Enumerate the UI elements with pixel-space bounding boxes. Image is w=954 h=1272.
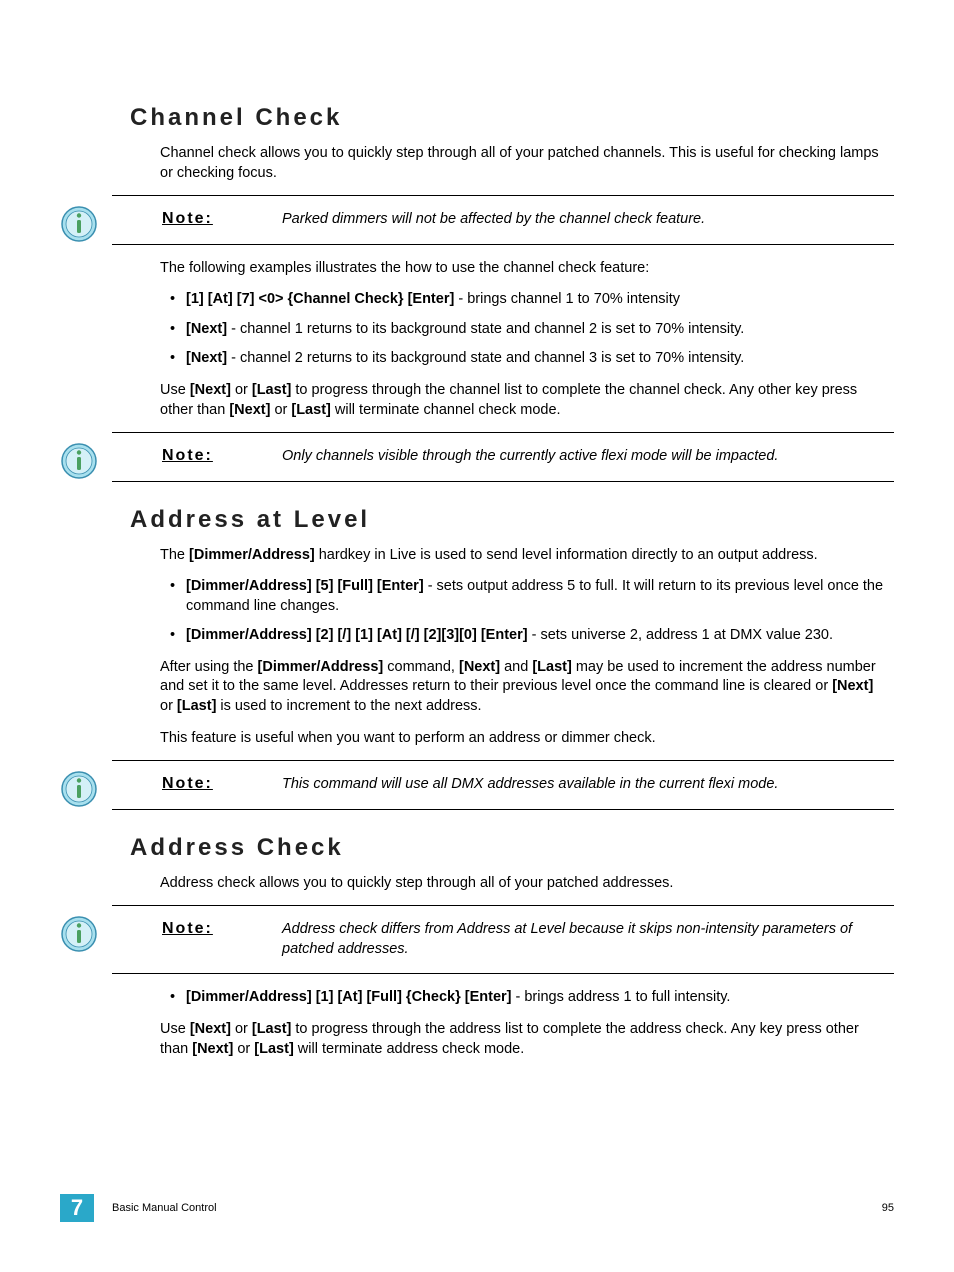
channel-check-bullets: [1] [At] [7] <0> {Channel Check} [Enter]… — [160, 290, 884, 369]
note-label: Note: — [112, 920, 282, 959]
chapter-number-badge: 7 — [60, 1194, 94, 1222]
heading-address-check: Address Check — [130, 834, 894, 862]
note-text: Only channels visible through the curren… — [282, 447, 894, 467]
list-item: [Dimmer/Address] [2] [/] [1] [At] [/] [2… — [186, 626, 884, 646]
channel-check-examples: The following examples illustrates the h… — [160, 259, 884, 420]
address-check-outro: Use [Next] or [Last] to progress through… — [160, 1020, 884, 1059]
address-level-bullets: [Dimmer/Address] [5] [Full] [Enter] - se… — [160, 577, 884, 646]
note-text: Address check differs from Address at Le… — [282, 920, 894, 959]
note-block-1: Note: Parked dimmers will not be affecte… — [60, 195, 894, 245]
heading-channel-check: Channel Check — [130, 104, 894, 132]
page-footer: 7 Basic Manual Control 95 — [60, 1194, 894, 1222]
address-level-intro: The [Dimmer/Address] hardkey in Live is … — [160, 546, 884, 566]
address-level-after: After using the [Dimmer/Address] command… — [160, 658, 884, 717]
page-number: 95 — [882, 1202, 894, 1214]
heading-address-level: Address at Level — [130, 506, 894, 534]
note-block-3: Note: This command will use all DMX addr… — [60, 760, 894, 810]
note-label: Note: — [112, 210, 282, 230]
channel-check-intro: Channel check allows you to quickly step… — [160, 144, 884, 183]
list-item: [Dimmer/Address] [1] [At] [Full] {Check}… — [186, 988, 884, 1008]
list-item: [1] [At] [7] <0> {Channel Check} [Enter]… — [186, 290, 884, 310]
note-text: Parked dimmers will not be affected by t… — [282, 210, 894, 230]
info-icon — [60, 770, 98, 808]
list-item: [Next] - channel 1 returns to its backgr… — [186, 320, 884, 340]
info-icon — [60, 442, 98, 480]
address-check-body: Address check allows you to quickly step… — [160, 874, 884, 894]
list-item: [Next] - channel 2 returns to its backgr… — [186, 349, 884, 369]
list-item: [Dimmer/Address] [5] [Full] [Enter] - se… — [186, 577, 884, 616]
info-icon — [60, 915, 98, 953]
address-level-useful: This feature is useful when you want to … — [160, 729, 884, 749]
info-icon — [60, 205, 98, 243]
address-check-intro: Address check allows you to quickly step… — [160, 874, 884, 894]
address-level-body: The [Dimmer/Address] hardkey in Live is … — [160, 546, 884, 749]
note-block-4: Note: Address check differs from Address… — [60, 905, 894, 974]
address-check-bullets: [Dimmer/Address] [1] [At] [Full] {Check}… — [160, 988, 884, 1008]
note-label: Note: — [112, 775, 282, 795]
note-block-2: Note: Only channels visible through the … — [60, 432, 894, 482]
document-page: Channel Check Channel check allows you t… — [0, 0, 954, 1272]
address-check-rest: [Dimmer/Address] [1] [At] [Full] {Check}… — [160, 988, 884, 1059]
note-text: This command will use all DMX addresses … — [282, 775, 894, 795]
note-label: Note: — [112, 447, 282, 467]
chapter-name: Basic Manual Control — [112, 1202, 217, 1214]
channel-check-body: Channel check allows you to quickly step… — [160, 144, 884, 183]
examples-intro: The following examples illustrates the h… — [160, 259, 884, 279]
channel-check-outro: Use [Next] or [Last] to progress through… — [160, 381, 884, 420]
